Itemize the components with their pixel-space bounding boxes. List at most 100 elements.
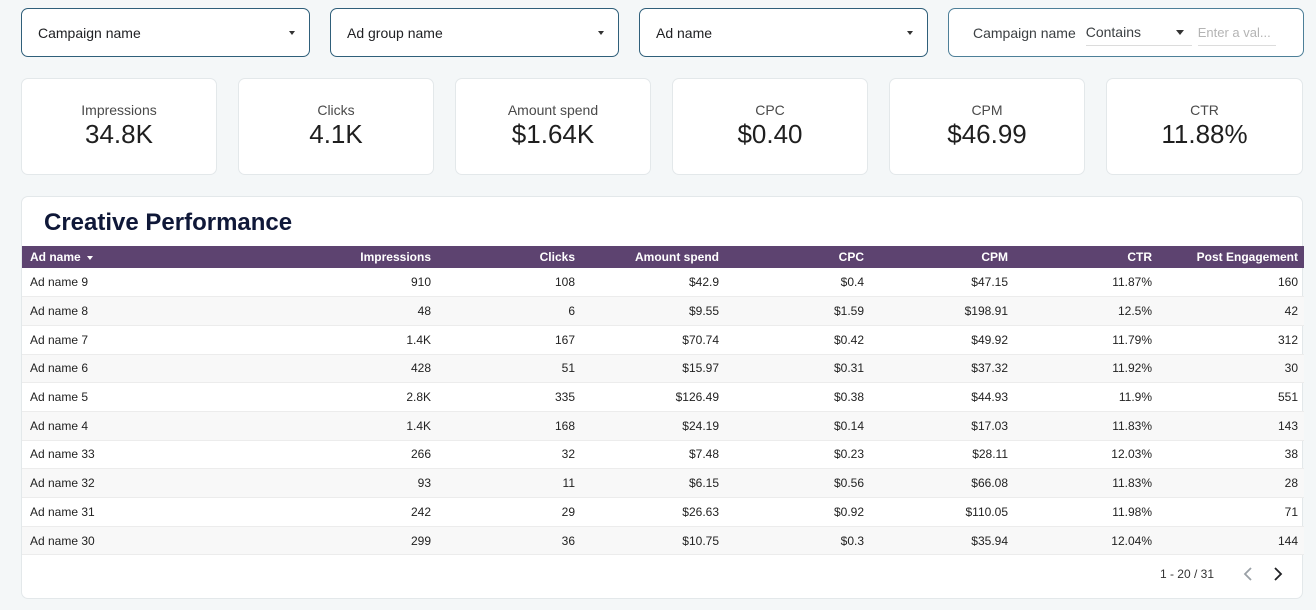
kpi-label: CTR [1190, 102, 1219, 118]
table-row: Ad name 31 242 29 $26.63 $0.92 $110.05 1… [22, 498, 1304, 527]
cell-post-engagement: 30 [1284, 361, 1298, 376]
cell-ad-name: Ad name 4 [30, 418, 89, 433]
pagination-range: 1 - 20 / 31 [1159, 567, 1214, 581]
cell-cpm: $198.91 [964, 304, 1008, 319]
column-header-cpm[interactable]: CPM [870, 246, 1014, 268]
panel-title: Creative Performance [44, 209, 293, 236]
cell-amount-spend: $7.48 [688, 447, 719, 462]
table-row: Ad name 33 266 32 $7.48 $0.23 $28.11 12.… [22, 440, 1304, 469]
cell-impressions: 299 [410, 533, 431, 548]
cell-cpc: $0.4 [840, 275, 864, 290]
column-header-ad-name[interactable]: Ad name [22, 246, 182, 268]
cell-impressions: 242 [410, 504, 431, 519]
table-row: Ad name 8 48 6 $9.55 $1.59 $198.91 12.5%… [22, 296, 1304, 326]
column-header-impressions[interactable]: Impressions [182, 246, 437, 268]
column-header-clicks[interactable]: Clicks [437, 246, 581, 268]
creative-performance-table: Ad name Impressions Clicks Amount spend … [22, 246, 1304, 555]
cell-impressions: 428 [410, 361, 431, 376]
advanced-filter-field: Campaign name [973, 24, 1076, 41]
table-row: Ad name 5 2.8K 335 $126.49 $0.38 $44.93 … [22, 383, 1304, 412]
campaign-name-filter[interactable]: Campaign name [21, 8, 310, 57]
kpi-value: 34.8K [85, 119, 153, 149]
column-header-label: CPC [838, 250, 864, 264]
cell-ctr: 11.92% [1112, 361, 1152, 376]
cell-ad-name: Ad name 6 [30, 361, 89, 376]
kpi-value: 11.88% [1161, 119, 1248, 149]
table-header-row: Ad name Impressions Clicks Amount spend … [22, 246, 1304, 268]
cell-ctr: 12.5% [1117, 304, 1152, 319]
cell-cpc: $0.14 [833, 418, 864, 433]
kpi-card-cpc: CPC $0.40 [672, 78, 868, 175]
cell-amount-spend: $6.15 [688, 476, 719, 491]
kpi-label: Clicks [317, 102, 355, 118]
cell-ctr: 11.83% [1112, 476, 1152, 491]
column-header-label: Amount spend [635, 250, 719, 264]
ad-group-name-filter[interactable]: Ad group name [330, 8, 619, 57]
cell-post-engagement: 42 [1284, 304, 1298, 319]
table-row: Ad name 6 428 51 $15.97 $0.31 $37.32 11.… [22, 354, 1304, 383]
cell-cpm: $110.05 [965, 504, 1009, 519]
cell-amount-spend: $10.75 [682, 533, 719, 548]
cell-amount-spend: $15.97 [682, 361, 719, 376]
cell-ctr: 11.79% [1112, 332, 1152, 347]
column-header-label: Post Engagement [1196, 250, 1298, 264]
kpi-label: Amount spend [507, 102, 599, 118]
ad-name-filter-label: Ad name [656, 24, 713, 41]
cell-post-engagement: 312 [1277, 332, 1298, 347]
cell-cpc: $0.23 [833, 447, 864, 462]
cell-amount-spend: $126.49 [675, 390, 719, 405]
cell-impressions: 1.4K [406, 332, 431, 347]
cell-amount-spend: $42.9 [688, 275, 719, 290]
column-header-ctr[interactable]: CTR [1014, 246, 1158, 268]
next-page-button[interactable] [1270, 566, 1286, 582]
advanced-filter-value-input[interactable] [1197, 19, 1276, 46]
advanced-filter: Campaign name Contains [948, 8, 1304, 57]
cell-post-engagement: 144 [1277, 533, 1298, 548]
cell-cpm: $47.15 [971, 275, 1008, 290]
cell-post-engagement: 160 [1277, 275, 1298, 290]
column-header-amount-spend[interactable]: Amount spend [581, 246, 725, 268]
cell-cpm: $44.93 [971, 390, 1008, 405]
cell-impressions: 266 [410, 447, 431, 462]
cell-ad-name: Ad name 33 [30, 447, 95, 462]
cell-cpc: $0.42 [833, 332, 864, 347]
cell-cpm: $37.32 [971, 361, 1008, 376]
chevron-right-icon [1274, 567, 1283, 581]
cell-clicks: 32 [561, 447, 575, 462]
cell-cpm: $66.08 [971, 476, 1008, 491]
chevron-down-icon [598, 30, 604, 35]
kpi-card-clicks: Clicks 4.1K [238, 78, 434, 175]
creative-performance-panel: Creative Performance Ad name Impressions… [21, 196, 1304, 599]
kpi-card-ctr: CTR 11.88% [1106, 78, 1303, 175]
table-row: Ad name 32 93 11 $6.15 $0.56 $66.08 11.8… [22, 468, 1304, 498]
table-row: Ad name 4 1.4K 168 $24.19 $0.14 $17.03 1… [22, 411, 1304, 441]
ad-name-filter[interactable]: Ad name [639, 8, 928, 57]
advanced-filter-operator-select[interactable]: Contains [1085, 20, 1192, 46]
cell-clicks: 108 [554, 275, 575, 290]
cell-cpc: $0.38 [833, 390, 864, 405]
column-header-label: CPM [981, 250, 1008, 264]
chevron-down-icon [289, 30, 295, 35]
kpi-card-impressions: Impressions 34.8K [21, 78, 217, 175]
kpi-value: $46.99 [947, 119, 1027, 149]
advanced-filter-operator-label: Contains [1085, 24, 1141, 40]
cell-cpc: $0.56 [833, 476, 864, 491]
previous-page-button[interactable] [1240, 566, 1256, 582]
cell-cpc: $0.92 [833, 504, 864, 519]
cell-clicks: 6 [568, 304, 575, 319]
cell-ad-name: Ad name 7 [30, 332, 89, 347]
table-row: Ad name 30 299 36 $10.75 $0.3 $35.94 12.… [22, 526, 1304, 555]
column-header-label: Clicks [539, 250, 575, 264]
column-header-label: Ad name [30, 250, 81, 264]
cell-cpc: $0.31 [833, 361, 864, 376]
column-header-label: Impressions [360, 250, 431, 264]
cell-ad-name: Ad name 31 [30, 504, 95, 519]
cell-post-engagement: 71 [1284, 504, 1298, 519]
cell-ctr: 12.04% [1111, 533, 1152, 548]
column-header-post-engagement[interactable]: Post Engagement [1158, 246, 1304, 268]
cell-ad-name: Ad name 30 [30, 533, 95, 548]
column-header-cpc[interactable]: CPC [725, 246, 870, 268]
cell-amount-spend: $9.55 [688, 304, 719, 319]
chevron-down-icon [907, 30, 913, 35]
kpi-value: $1.64K [511, 119, 595, 149]
